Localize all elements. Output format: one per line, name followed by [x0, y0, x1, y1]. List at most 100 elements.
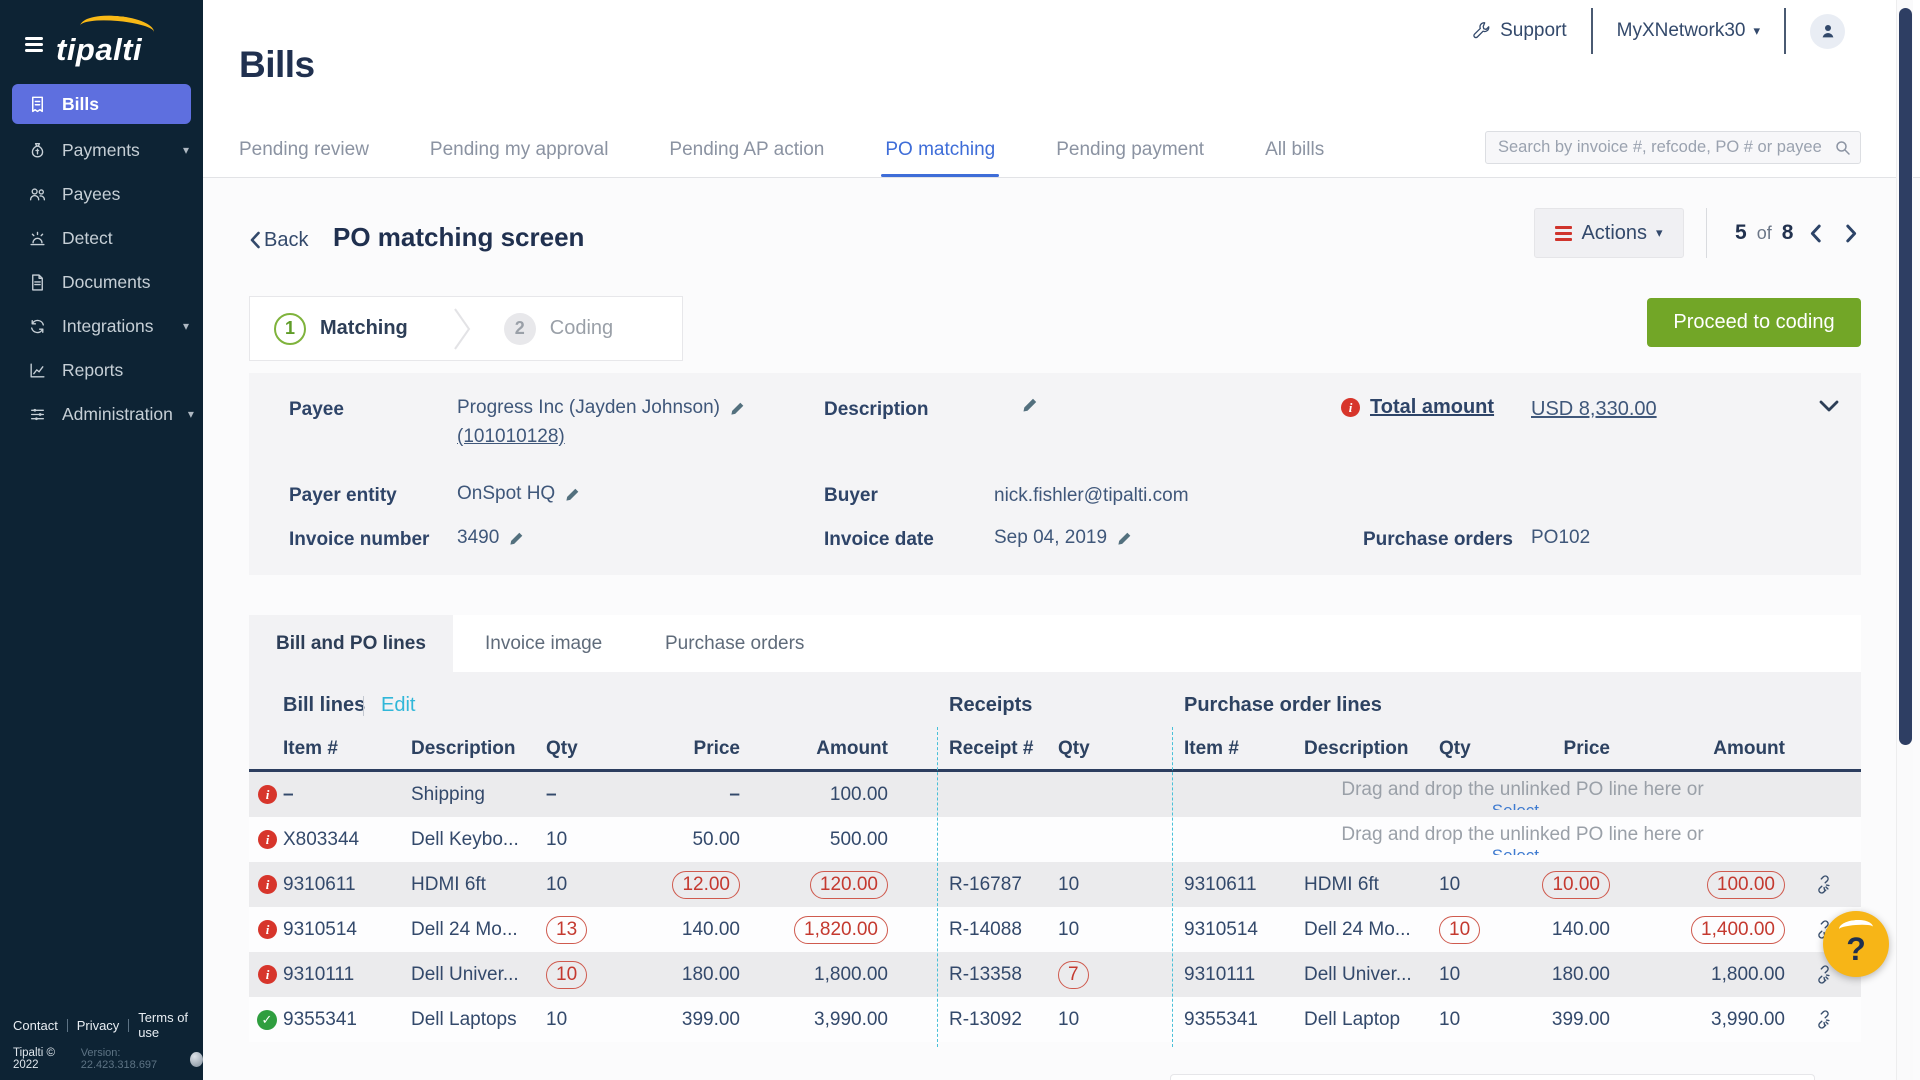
- table-row[interactable]: ✓ 9355341 Dell Laptops 10 399.00 3,990.0…: [249, 997, 1861, 1042]
- sidebar-item-integrations[interactable]: Integrations ▾: [0, 304, 203, 348]
- bill-qty: 10: [546, 874, 621, 896]
- avatar[interactable]: [1810, 14, 1845, 49]
- bill-qty: 10: [546, 829, 621, 851]
- payee-name[interactable]: Progress Inc (Jayden Johnson): [457, 397, 720, 419]
- table-row[interactable]: i 9310514 Dell 24 Mo... 13 140.00 1,820.…: [249, 907, 1861, 952]
- select-po-line-link[interactable]: Select...: [1492, 846, 1553, 855]
- bill-item: 9355341: [283, 1009, 411, 1031]
- tab-pending-my-approval[interactable]: Pending my approval: [430, 129, 609, 177]
- bill-price: 140.00: [621, 919, 740, 941]
- actions-button[interactable]: Actions ▾: [1534, 208, 1684, 258]
- select-po-line-link[interactable]: Select...: [1492, 801, 1553, 810]
- po-lines-title: Purchase order lines: [1184, 694, 1382, 717]
- sidebar-item-reports[interactable]: Reports: [0, 348, 203, 392]
- unlink-po-line-button[interactable]: [1785, 1010, 1861, 1029]
- total-amount-label[interactable]: Total amount: [1370, 396, 1494, 419]
- bill-price: 180.00: [621, 964, 740, 986]
- step-2-label[interactable]: Coding: [550, 317, 613, 340]
- edit-payer-entity-icon[interactable]: [565, 487, 580, 502]
- edit-bill-lines-link[interactable]: Edit: [381, 694, 415, 717]
- contact-link[interactable]: Contact: [13, 1018, 58, 1033]
- table-row[interactable]: i X803344 Dell Keybo... 10 50.00 500.00 …: [249, 817, 1861, 862]
- sidebar-item-detect[interactable]: Detect: [0, 216, 203, 260]
- po-drop-zone[interactable]: Drag and drop the unlinked PO line here …: [1184, 772, 1861, 817]
- po-amount-mismatch: 100.00: [1707, 871, 1785, 899]
- administration-icon: [28, 405, 47, 424]
- edit-payee-icon[interactable]: [730, 401, 745, 416]
- account-switcher[interactable]: MyXNetwork30 ▾: [1617, 20, 1760, 42]
- tab-purchase-orders[interactable]: Purchase orders: [665, 615, 804, 672]
- bill-desc: Dell Laptops: [411, 1009, 546, 1031]
- sidebar: tipalti Bills Payments ▾ Payees Detect: [0, 0, 203, 1080]
- sidebar-item-administration[interactable]: Administration ▾: [0, 392, 203, 436]
- sidebar-nav: Bills Payments ▾ Payees Detect Documents: [0, 84, 203, 436]
- po-amount: 3,990.00: [1610, 1009, 1785, 1031]
- tab-all-bills[interactable]: All bills: [1265, 129, 1324, 177]
- sidebar-item-label: Bills: [62, 94, 99, 115]
- step-wizard: 1 Matching 2 Coding: [249, 296, 683, 361]
- matched-check-icon: ✓: [257, 1010, 277, 1030]
- total-amount-value[interactable]: USD 8,330.00: [1531, 398, 1657, 421]
- po-desc: Dell 24 Mo...: [1304, 919, 1439, 941]
- edit-invoice-date-icon[interactable]: [1117, 531, 1132, 546]
- help-button[interactable]: ?: [1823, 911, 1889, 977]
- tab-po-matching[interactable]: PO matching: [885, 129, 995, 177]
- edit-description-icon[interactable]: [1022, 397, 1038, 413]
- invoice-details-panel: Payee Progress Inc (Jayden Johnson) (101…: [249, 373, 1861, 575]
- matching-table: Bill lines Edit Receipts Purchase order …: [249, 672, 1861, 1040]
- prev-record-button[interactable]: [1801, 218, 1829, 248]
- po-qty: 10: [1439, 1009, 1514, 1031]
- next-panel-edge: [1170, 1074, 1815, 1080]
- actions-menu-icon: [1555, 226, 1572, 241]
- table-row[interactable]: i 9310111 Dell Univer... 10 180.00 1,800…: [249, 952, 1861, 997]
- sidebar-item-documents[interactable]: Documents: [0, 260, 203, 304]
- edit-invoice-number-icon[interactable]: [509, 531, 524, 546]
- unlink-icon: [1814, 875, 1833, 894]
- tab-pending-ap-action[interactable]: Pending AP action: [669, 129, 824, 177]
- support-link[interactable]: Support: [1471, 20, 1567, 42]
- bill-price: 399.00: [621, 1009, 740, 1031]
- menu-icon[interactable]: [25, 37, 43, 55]
- sidebar-footer: Contact Privacy Terms of use Tipalti © 2…: [0, 1000, 203, 1080]
- next-record-button[interactable]: [1837, 218, 1865, 248]
- receipt-number: R-13092: [949, 1009, 1058, 1031]
- payee-label: Payee: [289, 399, 344, 421]
- invoice-date: Sep 04, 2019: [994, 527, 1107, 549]
- bill-amount: 100.00: [740, 784, 888, 806]
- receipt-qty: 10: [1058, 1009, 1118, 1031]
- pager-total: 8: [1782, 221, 1794, 245]
- proceed-to-coding-button[interactable]: Proceed to coding: [1647, 298, 1861, 347]
- sidebar-item-payees[interactable]: Payees: [0, 172, 203, 216]
- terms-link[interactable]: Terms of use: [138, 1010, 203, 1040]
- globe-icon[interactable]: [190, 1052, 203, 1067]
- sidebar-item-label: Reports: [62, 360, 123, 381]
- chevron-left-icon: [249, 231, 261, 249]
- bill-item: –: [283, 784, 411, 806]
- privacy-link[interactable]: Privacy: [77, 1018, 120, 1033]
- chevron-left-icon: [1809, 224, 1822, 243]
- table-row[interactable]: i – Shipping – – 100.00 Drag and drop th…: [249, 772, 1861, 817]
- tab-invoice-image[interactable]: Invoice image: [485, 615, 602, 672]
- tab-bill-and-po-lines[interactable]: Bill and PO lines: [249, 615, 453, 672]
- search-icon[interactable]: [1834, 139, 1852, 157]
- table-row[interactable]: i 9310611 HDMI 6ft 10 12.00 120.00 R-167…: [249, 862, 1861, 907]
- search-input[interactable]: [1486, 138, 1834, 157]
- bill-qty-mismatch: 10: [546, 961, 587, 989]
- step-1-label[interactable]: Matching: [320, 317, 408, 340]
- po-price: 180.00: [1514, 964, 1610, 986]
- collapse-panel-icon[interactable]: [1819, 399, 1839, 417]
- col-po-description: Description: [1304, 738, 1439, 760]
- unlink-po-line-button[interactable]: [1785, 875, 1861, 894]
- account-name: MyXNetwork30: [1617, 20, 1746, 42]
- tab-pending-payment[interactable]: Pending payment: [1056, 129, 1204, 177]
- integrations-icon: [28, 317, 47, 336]
- scrollbar-thumb[interactable]: [1899, 8, 1912, 745]
- info-icon: i: [258, 830, 277, 849]
- sidebar-item-bills[interactable]: Bills: [12, 84, 191, 124]
- po-amount-mismatch: 1,400.00: [1691, 916, 1785, 944]
- tab-pending-review[interactable]: Pending review: [239, 129, 369, 177]
- po-drop-zone[interactable]: Drag and drop the unlinked PO line here …: [1184, 817, 1861, 862]
- payee-id-link[interactable]: (101010128): [457, 426, 565, 448]
- back-button[interactable]: Back: [249, 225, 308, 255]
- sidebar-item-payments[interactable]: Payments ▾: [0, 128, 203, 172]
